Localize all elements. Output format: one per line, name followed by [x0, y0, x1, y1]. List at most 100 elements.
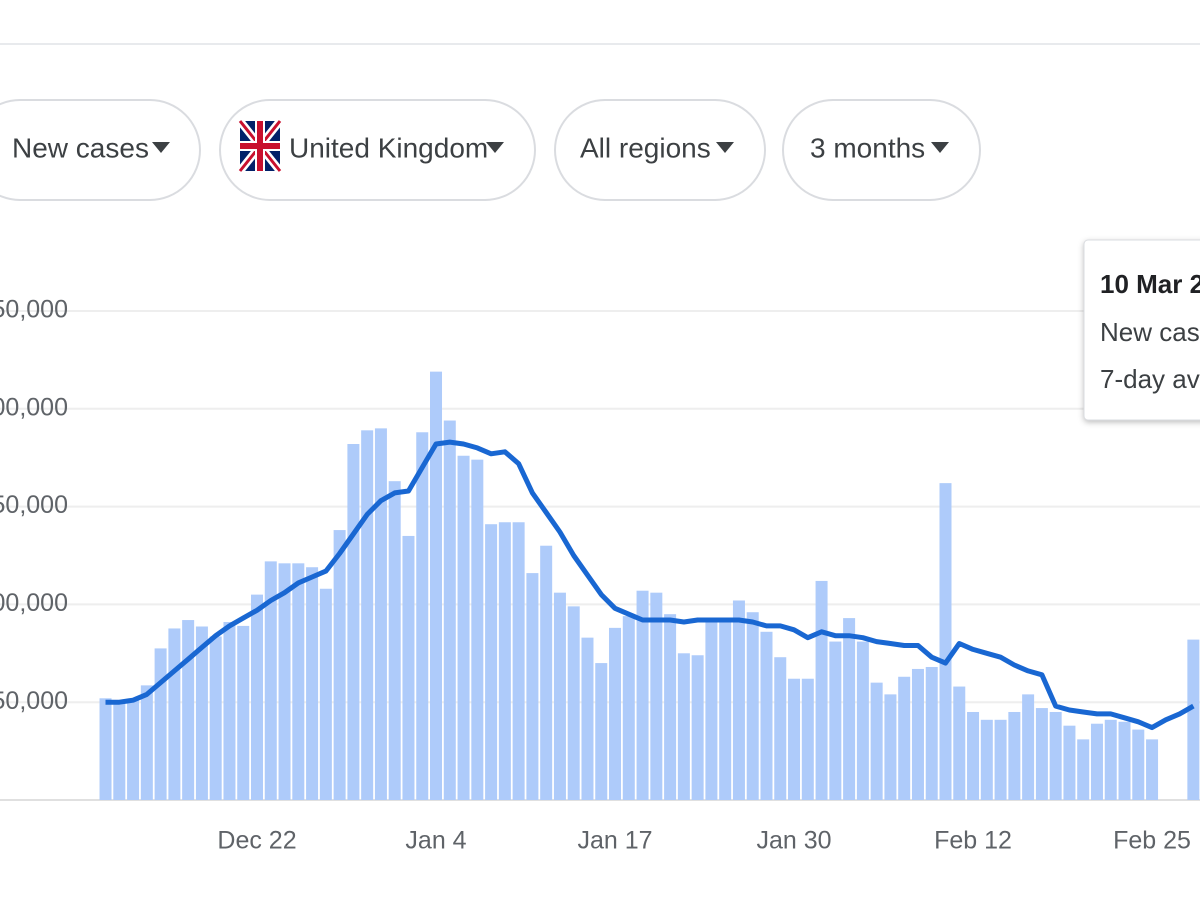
pill[interactable]: [0, 99, 201, 201]
dropdown-arrow: [486, 142, 504, 153]
bar: [512, 522, 525, 800]
plot: 50,000 100,000 150,000 200,000 250,000 Dec 22…: [0, 296, 1200, 855]
bar: [127, 700, 140, 800]
bar: [333, 530, 346, 800]
bar: [526, 573, 539, 800]
bar: [815, 580, 828, 800]
filter-period[interactable]: 3 months: [782, 99, 981, 201]
y-tick-label: 200,000: [0, 393, 68, 421]
bar: [636, 590, 649, 800]
bar: [388, 481, 401, 800]
filter-label[interactable]: United Kingdom: [289, 132, 488, 163]
bar: [856, 641, 869, 800]
tooltip-line: New case: [1100, 317, 1200, 347]
dropdown-arrow: [152, 142, 170, 153]
bar: [485, 524, 498, 800]
bar: [498, 522, 511, 800]
bar: [1146, 739, 1159, 800]
x-tick-label: Jan 4: [405, 827, 466, 855]
bar: [1090, 723, 1103, 800]
bar: [553, 592, 566, 800]
y-tick-label: 100,000: [0, 589, 68, 617]
bar: [195, 626, 208, 800]
bar: [182, 620, 195, 800]
bar: [1063, 725, 1076, 800]
filter-regions[interactable]: All regions: [554, 99, 766, 201]
bar: [264, 561, 277, 800]
pill[interactable]: [219, 99, 536, 201]
x-tick-label: Feb 12: [934, 827, 1012, 855]
bar: [925, 666, 938, 800]
bar: [691, 655, 704, 800]
bar: [609, 627, 622, 800]
y-tick-label: 50,000: [0, 687, 68, 715]
bar: [223, 622, 236, 800]
bar: [292, 563, 305, 800]
bar: [760, 631, 773, 800]
bar: [1077, 739, 1090, 800]
filter-label[interactable]: All regions: [580, 132, 711, 163]
bar: [595, 663, 608, 800]
bar: [443, 420, 456, 800]
bar: [168, 628, 181, 800]
dropdown-arrow: [931, 142, 949, 153]
x-tick-label: Feb 25: [1113, 827, 1191, 855]
bar: [622, 616, 635, 800]
filter-new-cases[interactable]: New cases: [0, 99, 201, 201]
bar: [319, 588, 332, 800]
bar: [980, 719, 993, 800]
bar: [677, 653, 690, 800]
bar: [113, 702, 126, 800]
bar: [705, 620, 718, 800]
bar: [898, 676, 911, 800]
bar: [746, 612, 759, 800]
bar: [154, 648, 167, 800]
bar: [402, 535, 415, 800]
filter-label[interactable]: 3 months: [810, 132, 925, 163]
pill[interactable]: [782, 99, 981, 201]
bar: [650, 592, 663, 800]
bar: [278, 563, 291, 800]
bar: [967, 711, 980, 800]
bar: [237, 625, 250, 800]
pill[interactable]: [554, 99, 766, 201]
bar: [140, 685, 153, 800]
x-tick-label: Jan 30: [756, 827, 831, 855]
dropdown-arrow: [716, 142, 734, 153]
bar: [774, 657, 787, 800]
bar: [209, 636, 222, 800]
bar: [306, 567, 319, 800]
bar: [1118, 721, 1131, 800]
y-tick-label: 250,000: [0, 296, 68, 324]
bar: [347, 444, 360, 800]
bar: [1187, 639, 1200, 800]
bar: [430, 371, 443, 800]
bar: [374, 428, 387, 800]
tooltip-box: [1083, 239, 1200, 421]
bar: [1049, 711, 1062, 800]
bar: [1035, 708, 1048, 800]
filter-label[interactable]: New cases: [12, 132, 149, 163]
bar: [1104, 719, 1117, 800]
bar: [829, 641, 842, 800]
bar: [99, 698, 112, 800]
bar: [788, 678, 801, 800]
bar: [884, 694, 897, 800]
bar: [1132, 729, 1145, 800]
bar: [994, 719, 1007, 800]
tooltip: 10 Mar 2 New case 7-day avg: [1083, 239, 1200, 421]
bar: [567, 606, 580, 800]
bar: [471, 459, 484, 800]
bar: [939, 483, 952, 800]
bar: [251, 594, 263, 800]
bar: [870, 682, 883, 800]
bar: [719, 620, 732, 800]
bar: [732, 600, 745, 800]
bar: [664, 614, 677, 800]
x-tick-label: Jan 17: [577, 827, 652, 855]
filter-country[interactable]: United Kingdom: [219, 99, 536, 201]
bar: [540, 545, 553, 800]
bar: [911, 668, 924, 800]
